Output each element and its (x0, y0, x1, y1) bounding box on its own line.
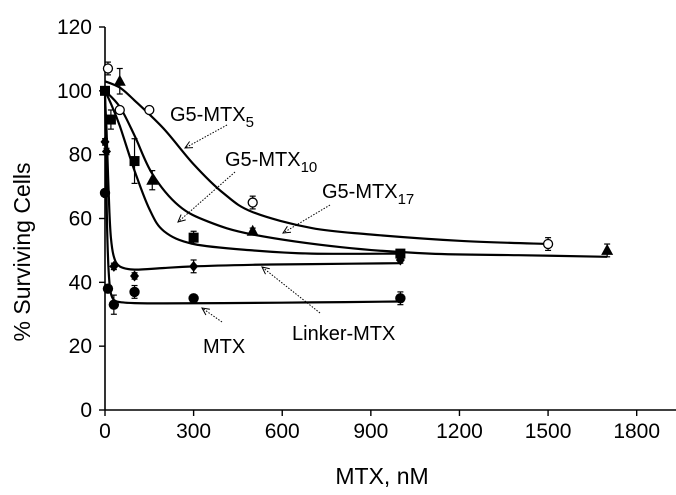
x-tick-label: 1800 (613, 420, 660, 443)
x-tick-label: 300 (176, 420, 211, 443)
series-label-subscript: 17 (398, 191, 415, 208)
fit-curve-g5-mtx5 (104, 80, 549, 246)
series-label-subscript: 10 (301, 159, 318, 176)
y-tick-label: 80 (69, 144, 92, 167)
series-label-main: G5-MTX (225, 149, 301, 171)
fit-curve-linker-mtx (103, 97, 401, 271)
data-point-linker-mtx (101, 145, 111, 157)
annotation-arrowhead-g5-mtx17 (282, 226, 292, 234)
x-axis-title: MTX, nM (335, 463, 428, 489)
data-point-g5-mtx5 (102, 63, 114, 74)
data-point-g5-mtx17 (146, 173, 159, 185)
data-point-g5-mtx10 (129, 156, 140, 167)
annotation-arrowhead-linker-mtx (261, 266, 270, 275)
x-tick-label: 1500 (525, 420, 572, 443)
data-point-linker-mtx (130, 270, 140, 282)
annotation-arrowhead-g5-mtx10 (177, 214, 186, 223)
x-tick-label: 0 (99, 420, 111, 443)
data-point-linker-mtx (395, 254, 405, 266)
data-point-g5-mtx17 (601, 243, 614, 255)
data-point-g5-mtx5 (247, 197, 258, 208)
y-tick-label: 0 (80, 399, 92, 422)
data-point-g5-mtx17 (113, 74, 126, 86)
data-point-g5-mtx5 (144, 104, 155, 116)
series-label-g5-mtx5: G5-MTX5 (170, 104, 254, 131)
data-point-g5-mtx10 (188, 232, 199, 243)
y-tick-label: 40 (69, 271, 92, 294)
series-label-main: G5-MTX (322, 181, 398, 203)
data-point-linker-mtx (100, 136, 110, 148)
series-label-main: Linker-MTX (292, 323, 395, 345)
y-tick-label: 60 (69, 208, 92, 231)
data-point-linker-mtx (189, 260, 199, 272)
x-tick-label: 1200 (436, 420, 483, 443)
data-point-g5-mtx5 (114, 104, 125, 116)
series-label-g5-mtx17: G5-MTX17 (322, 181, 414, 208)
annotation-arrowhead-g5-mtx5 (183, 141, 194, 149)
annotation-arrow-g5-mtx17 (282, 204, 331, 234)
y-tick-label: 100 (57, 80, 92, 103)
annotation-arrowhead-mtx (201, 307, 210, 316)
y-tick-label: 120 (57, 16, 92, 39)
data-point-linker-mtx (109, 260, 119, 272)
y-tick-label: 20 (69, 335, 92, 358)
annotation-arrow-g5-mtx10 (177, 171, 236, 223)
data-points-layer (99, 61, 614, 315)
series-label-main: MTX (203, 336, 245, 358)
series-label-linker-mtx: Linker-MTX (292, 323, 395, 345)
series-label-subscript: 5 (246, 114, 254, 131)
series-label-main: G5-MTX (170, 104, 246, 126)
data-point-mtx (102, 283, 114, 294)
data-point-mtx (188, 293, 199, 304)
y-axis-title: % Surviving Cells (9, 163, 35, 342)
x-tick-label: 900 (353, 420, 388, 443)
fit-curve-g5-mtx17 (104, 90, 608, 258)
data-point-mtx (129, 286, 140, 298)
data-point-g5-mtx10 (100, 85, 110, 96)
annotation-arrow-mtx (201, 307, 223, 323)
fit-curve-g5-mtx10 (103, 90, 401, 255)
series-label-mtx: MTX (203, 336, 245, 358)
annotation-arrow-g5-mtx5 (184, 124, 228, 149)
annotation-arrow-linker-mtx (261, 266, 321, 314)
series-label-g5-mtx10: G5-MTX10 (225, 149, 317, 176)
data-point-g5-mtx10 (105, 114, 116, 125)
data-point-g5-mtx17 (246, 224, 259, 236)
x-tick-label: 600 (265, 420, 300, 443)
data-point-mtx (108, 299, 120, 310)
data-point-g5-mtx10 (395, 248, 406, 259)
data-point-mtx (99, 187, 111, 199)
data-point-g5-mtx5 (542, 238, 554, 250)
data-point-mtx (395, 293, 406, 304)
